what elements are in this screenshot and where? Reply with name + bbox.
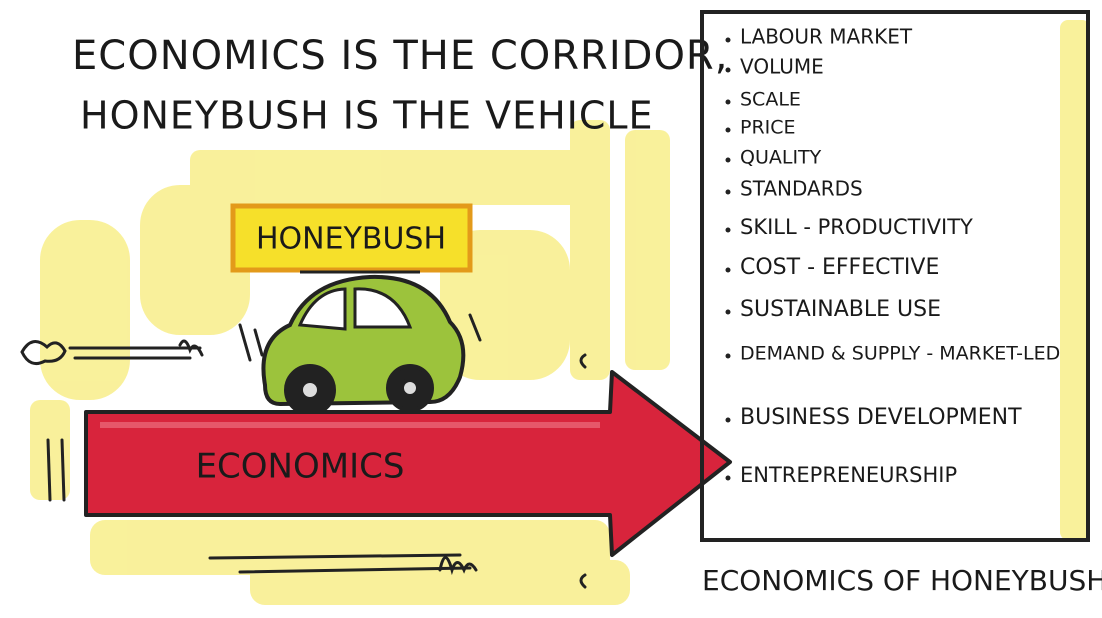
list-item: ENTREPRENEURSHIP (740, 463, 957, 487)
list-box (700, 10, 1090, 542)
car (261, 274, 466, 416)
list-bullet (725, 417, 731, 423)
list-item: PRICE (740, 117, 796, 139)
list-bullet (725, 227, 731, 233)
list-bullet (725, 157, 731, 163)
speed-lines (20, 313, 587, 589)
vehicle-sign: HONEYBUSH (230, 203, 473, 274)
list-item: COST - EFFECTIVE (740, 255, 939, 280)
title-line-2: HONEYBUSH IS THE VEHICLE (80, 94, 654, 138)
list-item: SUSTAINABLE USE (740, 297, 941, 322)
list-bullet (725, 67, 731, 73)
caption: ECONOMICS OF HONEYBUSH. (702, 564, 1102, 597)
vehicle-sign-label: HONEYBUSH (256, 222, 446, 257)
list-bullet (725, 353, 731, 359)
list-bullet (725, 99, 731, 105)
list-item: BUSINESS DEVELOPMENT (740, 405, 1022, 430)
list-bullet (725, 127, 731, 133)
list-bullet (725, 475, 731, 481)
title-line-1: ECONOMICS IS THE CORRIDOR, (72, 33, 728, 79)
list-bullet (725, 189, 731, 195)
list-item: QUALITY (740, 147, 822, 169)
corridor-label: ECONOMICS (196, 447, 405, 487)
list-item: STANDARDS (740, 177, 863, 201)
list-item: SCALE (740, 89, 801, 111)
list-bullet (725, 37, 731, 43)
list: LABOUR MARKET VOLUME SCALE PRICE QUALITY STAN… (725, 25, 1060, 487)
list-item: LABOUR MARKET (740, 25, 913, 49)
list-item: DEMAND & SUPPLY - MARKET-LED (740, 343, 1060, 365)
list-bullet (725, 309, 731, 315)
list-item: VOLUME (740, 55, 824, 79)
corridor-arrow: ECONOMICS (84, 370, 732, 557)
list-item: SKILL - PRODUCTIVITY (740, 215, 973, 239)
list-bullet (725, 267, 731, 273)
